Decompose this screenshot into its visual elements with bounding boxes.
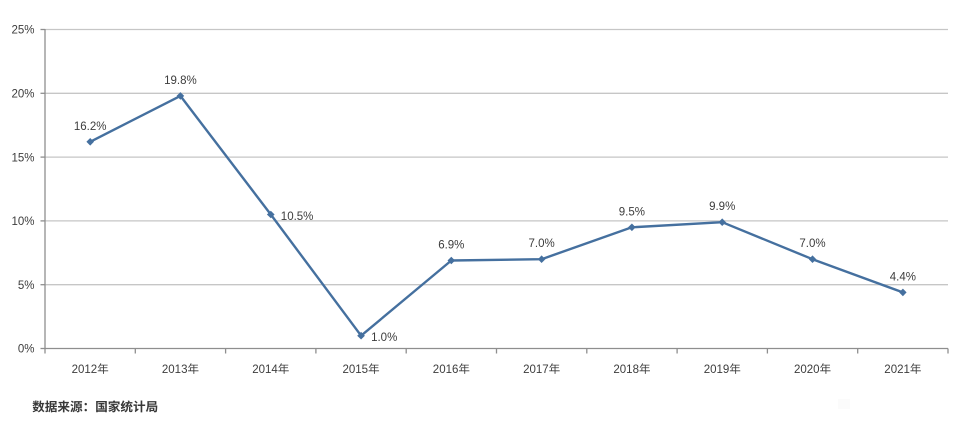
- svg-text:2019: 2019: [704, 364, 730, 376]
- svg-text:2016: 2016: [433, 364, 459, 376]
- svg-text:6.9%: 6.9%: [438, 240, 464, 252]
- svg-text:7.0%: 7.0%: [799, 238, 825, 250]
- svg-text:2013: 2013: [162, 364, 188, 376]
- svg-text:9.9%: 9.9%: [709, 201, 735, 213]
- svg-text:1.0%: 1.0%: [371, 332, 397, 344]
- svg-text:4.4%: 4.4%: [890, 271, 916, 283]
- svg-text:2018: 2018: [613, 364, 639, 376]
- svg-text:15%: 15%: [11, 152, 34, 164]
- svg-text:10%: 10%: [11, 216, 34, 228]
- svg-text:2015: 2015: [343, 364, 369, 376]
- svg-text:7.0%: 7.0%: [528, 238, 554, 250]
- svg-text:16.2%: 16.2%: [74, 121, 107, 133]
- svg-text:25%: 25%: [11, 25, 34, 37]
- svg-text:2014: 2014: [252, 364, 278, 376]
- svg-text:2020: 2020: [794, 364, 820, 376]
- svg-text:2021: 2021: [884, 364, 910, 376]
- svg-text:9.5%: 9.5%: [619, 206, 645, 218]
- svg-text:19.8%: 19.8%: [164, 75, 197, 87]
- svg-text:0%: 0%: [18, 344, 35, 356]
- svg-text:10.5%: 10.5%: [281, 211, 314, 223]
- svg-text:2012: 2012: [72, 364, 98, 376]
- svg-text:5%: 5%: [18, 280, 35, 292]
- svg-text:20%: 20%: [11, 89, 34, 101]
- svg-text:2017: 2017: [523, 364, 549, 376]
